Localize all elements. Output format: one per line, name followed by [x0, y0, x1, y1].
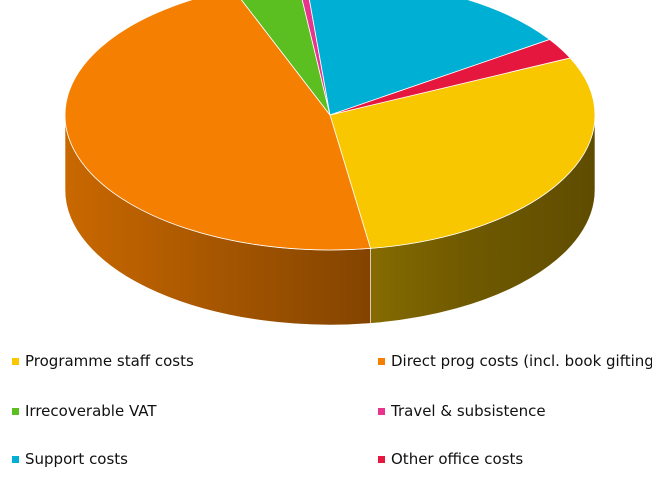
legend-item-travel-subsistence: Travel & subsistence: [378, 402, 546, 420]
legend-item-direct-prog-costs-incl-book-gifting: Direct prog costs (incl. book gifting): [378, 352, 652, 370]
legend-label: Programme staff costs: [25, 352, 194, 370]
pie-slice-travel-subsistence: [301, 0, 331, 116]
legend-swatch: [12, 455, 19, 463]
pie-slice-other-office-costs: [329, 39, 571, 116]
pie-slice-irrecoverable-vat: [241, 0, 331, 116]
legend-swatch: [378, 407, 385, 415]
legend-label: Other office costs: [391, 450, 524, 468]
pie-chart: [64, 0, 596, 326]
pie-slice-programme-staff-costs: [329, 57, 596, 249]
legend-item-support-costs: Support costs: [12, 450, 128, 468]
legend-swatch: [12, 407, 19, 415]
legend-item-irrecoverable-vat: Irrecoverable VAT: [12, 402, 157, 420]
pie-slice-support-costs: [309, 0, 551, 116]
legend-label: Irrecoverable VAT: [25, 402, 157, 420]
pie-slice-direct-prog-costs-incl-book-gifting: [64, 0, 372, 251]
legend-item-programme-staff-costs: Programme staff costs: [12, 352, 194, 370]
legend-swatch: [378, 455, 385, 463]
chart-legend: Programme staff costs Direct prog costs (…: [0, 340, 652, 477]
legend-swatch: [12, 357, 19, 365]
legend-swatch: [378, 357, 385, 365]
legend-label: Direct prog costs (incl. book gifting): [391, 352, 652, 370]
legend-item-other-office-costs: Other office costs: [378, 450, 523, 468]
legend-label: Travel & subsistence: [391, 402, 546, 420]
pie-slices: [64, 0, 596, 251]
legend-label: Support costs: [25, 450, 129, 468]
